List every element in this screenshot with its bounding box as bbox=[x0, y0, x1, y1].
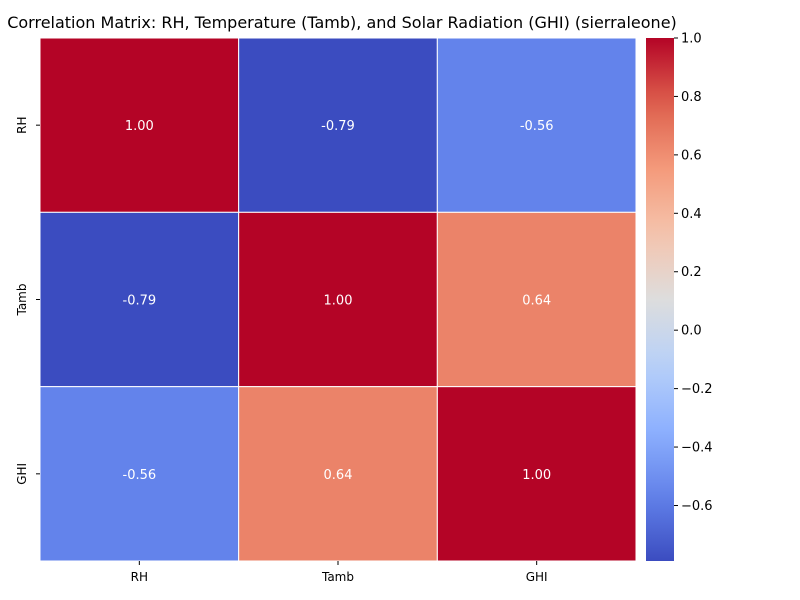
y-tick-label: Tamb bbox=[15, 283, 29, 316]
x-tick-label: Tamb bbox=[321, 570, 354, 584]
x-axis: RH Tamb GHI bbox=[131, 561, 548, 584]
cell-value-label: 1.00 bbox=[324, 294, 353, 309]
heatmap-cell bbox=[436, 37, 637, 213]
cell-value-label: 0.64 bbox=[324, 468, 353, 483]
heatmap-cells bbox=[39, 37, 637, 562]
heatmap-cell-labels: 1.00 -0.79 -0.56 -0.79 1.00 0.64 -0.56 0.64 1.00 bbox=[123, 119, 554, 483]
colorbar-tick-label: −0.6 bbox=[681, 499, 713, 514]
cell-value-label: -0.56 bbox=[520, 119, 554, 134]
chart-title: Correlation Matrix: RH, Temperature (Tam… bbox=[7, 13, 677, 32]
cell-value-label: 1.00 bbox=[522, 468, 551, 483]
colorbar-tick-label: 0.6 bbox=[681, 148, 702, 163]
y-tick-label: GHI bbox=[15, 463, 29, 485]
heatmap-cell bbox=[39, 37, 240, 213]
heatmap-cell bbox=[39, 211, 240, 388]
cell-value-label: -0.79 bbox=[321, 119, 355, 134]
colorbar: 1.0 0.8 0.6 0.4 0.2 0.0 −0.2 −0.4 −0.6 bbox=[646, 32, 713, 561]
colorbar-tick-label: 0.2 bbox=[681, 265, 702, 280]
cell-value-label: -0.79 bbox=[123, 294, 157, 309]
y-tick-label: RH bbox=[15, 116, 29, 133]
cell-value-label: 0.64 bbox=[522, 294, 551, 309]
heatmap-cell bbox=[238, 37, 438, 213]
colorbar-tick-label: 1.0 bbox=[681, 32, 702, 47]
colorbar-tick-label: −0.4 bbox=[681, 441, 713, 456]
colorbar-gradient bbox=[646, 38, 674, 561]
y-axis: RH Tamb GHI bbox=[15, 116, 40, 485]
cell-value-label: -0.56 bbox=[123, 468, 157, 483]
x-tick-label: RH bbox=[131, 570, 148, 584]
colorbar-tick-label: 0.0 bbox=[681, 324, 702, 339]
colorbar-tick-label: −0.2 bbox=[681, 382, 713, 397]
colorbar-tick-label: 0.8 bbox=[681, 90, 702, 105]
heatmap-cell bbox=[436, 211, 637, 388]
heatmap-cell bbox=[238, 386, 438, 562]
cell-value-label: 1.00 bbox=[125, 119, 154, 134]
colorbar-tick-label: 0.4 bbox=[681, 207, 702, 222]
heatmap-cell bbox=[39, 386, 240, 562]
heatmap-cell bbox=[238, 211, 438, 388]
x-tick-label: GHI bbox=[526, 570, 548, 584]
